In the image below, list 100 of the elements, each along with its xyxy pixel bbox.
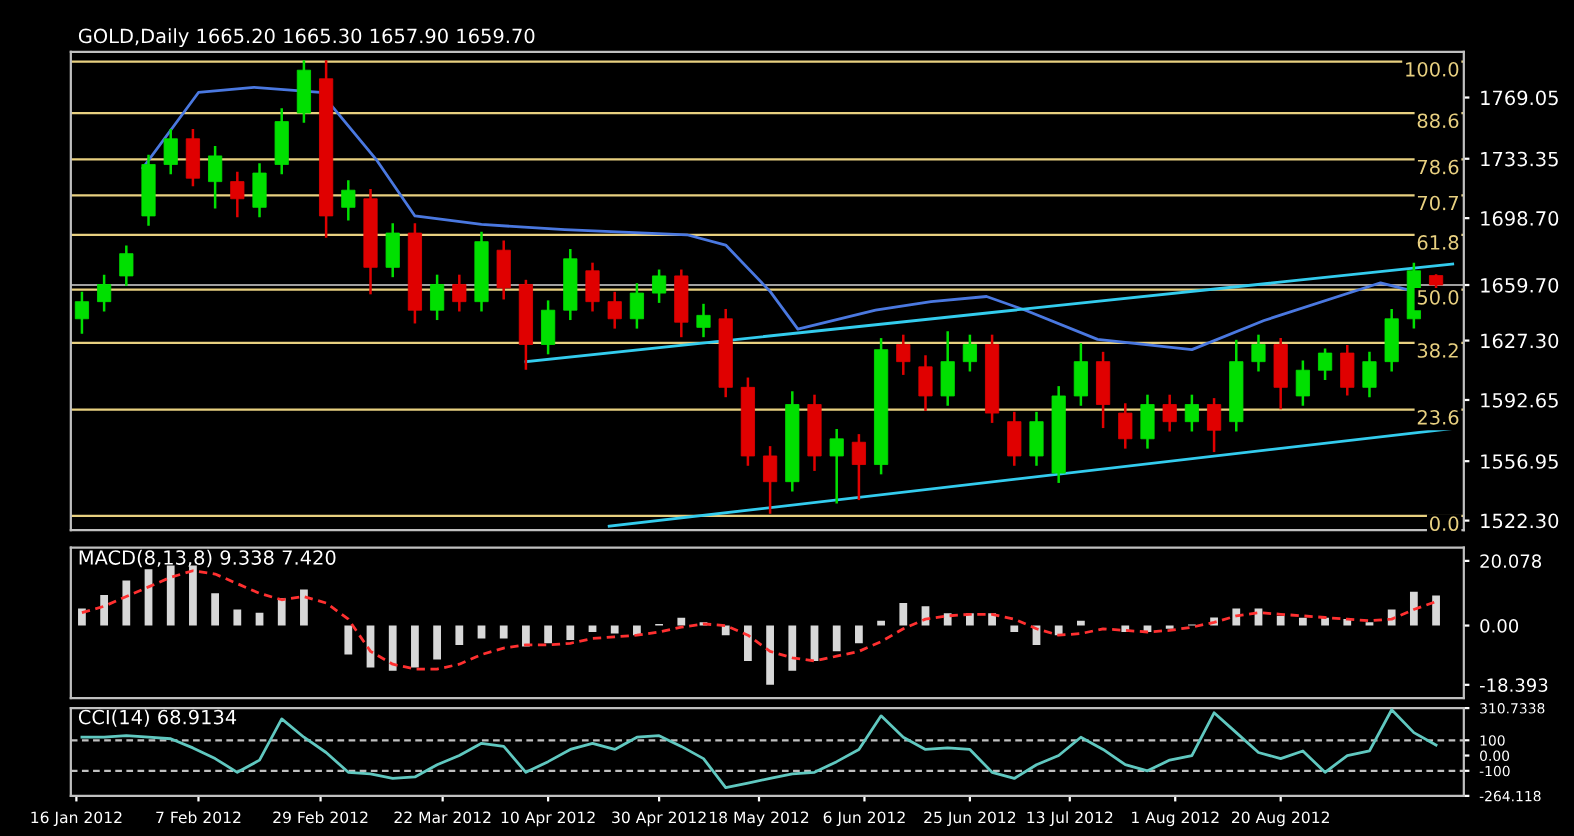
candlestick	[1384, 308, 1399, 372]
bar	[522, 625, 530, 647]
candlestick	[1162, 394, 1177, 432]
candlestick	[1295, 360, 1310, 406]
y-tick-label: 0.00	[1480, 619, 1519, 633]
y-tick-label: -18.393	[1479, 678, 1548, 692]
candlestick	[652, 269, 667, 303]
bar	[189, 565, 197, 626]
candlestick	[1251, 334, 1266, 372]
bar	[455, 625, 464, 645]
annotation: 38.2	[1417, 343, 1458, 358]
candlestick	[208, 146, 223, 209]
candlestick	[97, 274, 112, 312]
annotation: 100.0	[1406, 61, 1459, 77]
candlestick	[896, 334, 911, 375]
bar	[277, 598, 286, 626]
candlestick	[452, 274, 467, 312]
candlestick	[629, 283, 644, 329]
annotation: 70.7	[1417, 195, 1458, 211]
bar	[544, 625, 552, 644]
candlestick	[607, 291, 622, 329]
y-tick-label: 1769.05	[1481, 90, 1558, 106]
y-tick-label: 1733.35	[1481, 151, 1558, 167]
bar	[1321, 617, 1329, 626]
bar	[233, 609, 242, 626]
annotation: 50.0	[1417, 289, 1459, 305]
bar	[166, 565, 175, 626]
candlestick	[252, 163, 267, 218]
bar	[610, 625, 619, 634]
candlestick	[1184, 394, 1199, 432]
bar	[788, 625, 797, 671]
bar	[411, 625, 419, 668]
y-tick-label: 1659.70	[1481, 277, 1559, 293]
candlestick	[1318, 348, 1333, 381]
chart-title: MACD(8,13,8) 9.338 7.420	[79, 549, 336, 568]
bar	[122, 580, 131, 626]
bar	[721, 625, 730, 636]
candlestick	[1340, 344, 1355, 396]
candlestick	[940, 331, 955, 406]
candlestick	[851, 434, 866, 501]
candlestick	[163, 128, 178, 175]
candlestick	[230, 171, 245, 218]
annotation: 0.0	[1430, 516, 1459, 532]
candlestick	[541, 300, 556, 355]
bar	[832, 625, 841, 652]
candlestick	[274, 108, 289, 175]
line-series	[80, 708, 1438, 789]
candlestick	[341, 180, 356, 221]
bar	[344, 625, 353, 655]
y-tick-label: 1627.30	[1481, 333, 1559, 349]
candlestick	[119, 245, 134, 286]
chart-title: GOLD,Daily 1665.20 1665.30 1657.90 1659.70	[78, 28, 535, 48]
candlestick	[296, 60, 311, 123]
candlestick	[1118, 403, 1133, 449]
bar	[255, 612, 264, 626]
bar	[1432, 595, 1440, 626]
candlestick	[1273, 338, 1288, 410]
bar	[499, 625, 508, 639]
bar	[855, 625, 863, 644]
bar	[300, 589, 308, 626]
candlestick	[1007, 411, 1022, 466]
bar	[744, 625, 752, 661]
bar	[78, 608, 86, 626]
annotation: 61.8	[1417, 235, 1459, 250]
candlestick	[185, 128, 200, 187]
candlestick	[1362, 351, 1377, 398]
candlestick	[763, 446, 778, 514]
bar	[677, 617, 686, 626]
bar	[1232, 608, 1241, 626]
candlestick	[1140, 394, 1155, 449]
bar	[943, 613, 952, 626]
bar	[433, 625, 441, 660]
candlestick	[74, 291, 90, 334]
bar	[100, 594, 109, 626]
candlestick	[385, 223, 400, 278]
bar	[766, 625, 774, 685]
candlestick	[1073, 343, 1088, 406]
annotation: 78.6	[1417, 159, 1459, 175]
candlestick	[674, 269, 689, 338]
bar	[1254, 608, 1263, 626]
annotation: 88.6	[1417, 113, 1459, 129]
candlestick	[696, 303, 711, 338]
chart-title: CCI(14) 68.9134	[78, 709, 237, 727]
annotation: 23.6	[1417, 410, 1459, 425]
candlestick	[1207, 398, 1222, 453]
candlestick	[1096, 351, 1111, 429]
bar	[1276, 615, 1285, 626]
bar	[1298, 617, 1307, 626]
y-tick-label: 1698.70	[1481, 211, 1559, 226]
y-tick-label: 1522.30	[1481, 513, 1559, 529]
bar	[877, 620, 885, 626]
candlestick	[496, 240, 511, 300]
bar	[1409, 591, 1418, 626]
bar	[388, 625, 397, 671]
bar	[211, 593, 220, 626]
candlestick	[918, 355, 933, 411]
candlestick	[1029, 411, 1044, 466]
candlestick	[962, 334, 977, 372]
bar	[566, 625, 575, 641]
line-series	[80, 569, 1438, 671]
